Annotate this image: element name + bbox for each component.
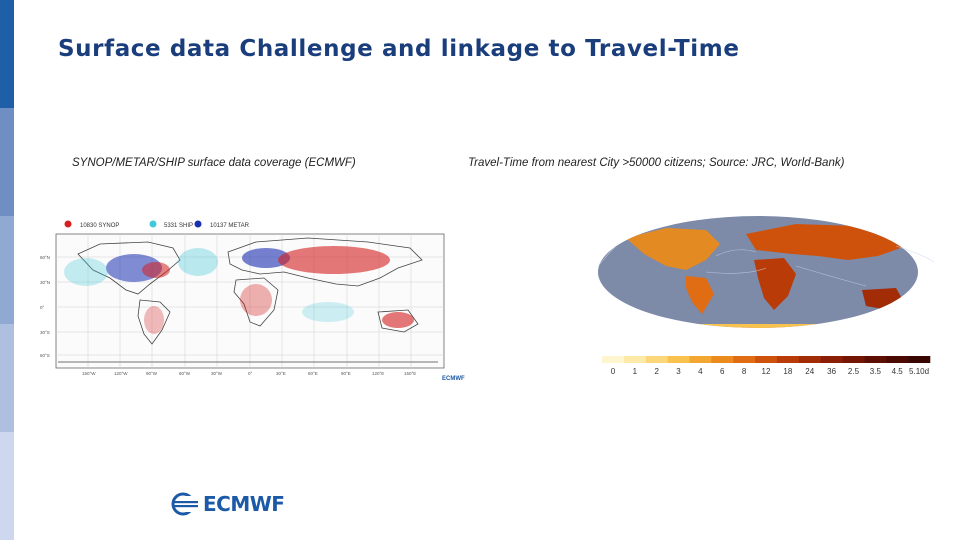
- continent-outlines: [58, 237, 438, 363]
- synop-cluster-africa: [240, 284, 272, 316]
- left-figure-caption: SYNOP/METAR/SHIP surface data coverage (…: [72, 157, 356, 169]
- legend-synop-marker: [64, 220, 72, 228]
- scale-swatch: [864, 356, 887, 363]
- scale-swatch: [667, 356, 690, 363]
- observation-density: [64, 246, 414, 334]
- synop-cluster-south-america: [144, 306, 164, 334]
- scale-label: 24: [805, 367, 814, 376]
- scale-swatch: [711, 356, 734, 363]
- lon-label: 90°E: [341, 371, 351, 376]
- scale-swatch: [755, 356, 778, 363]
- scale-label: 18: [783, 367, 792, 376]
- scale-swatch: [886, 356, 909, 363]
- lon-label: 30°E: [276, 371, 286, 376]
- lon-label: 0°: [248, 371, 253, 376]
- scale-swatch: [842, 356, 865, 363]
- ecmwf-logo-text: ECMWF: [203, 492, 285, 516]
- scale-label: 12: [762, 367, 771, 376]
- lon-label: 90°W: [146, 371, 158, 376]
- map-axis-labels: 60°N 30°N 0° 30°S 60°S 150°W 120°W 90°W …: [40, 255, 416, 376]
- scale-label: 6: [720, 367, 725, 376]
- lat-label: 60°S: [40, 353, 50, 358]
- right-figure-caption: Travel-Time from nearest City >50000 cit…: [468, 157, 845, 169]
- lat-label: 30°N: [40, 280, 50, 285]
- scale-swatch: [798, 356, 821, 363]
- observation-coverage-map: 10830 SYNOP 5331 SHIP 10137 METAR: [40, 220, 465, 382]
- scale-label: 8: [742, 367, 747, 376]
- lon-label: 30°W: [211, 371, 223, 376]
- synop-cluster-asia: [278, 246, 390, 274]
- route-atlantic: [715, 249, 757, 257]
- route-south-atlantic: [705, 267, 767, 274]
- route-indian: [795, 265, 867, 287]
- scale-swatch: [623, 356, 647, 363]
- scale-swatch: [820, 356, 843, 363]
- lat-label: 0°: [40, 305, 45, 310]
- scale-label: 4.5: [892, 367, 904, 376]
- ecmwf-logo: ECMWF: [170, 492, 285, 516]
- land-eurasia: [746, 224, 906, 260]
- travel-time-color-scale: [602, 356, 931, 363]
- legend-metar-label: 10137 METAR: [210, 223, 250, 229]
- legend-synop-label: 10830 SYNOP: [80, 223, 119, 229]
- legend-ship-label: 5331 SHIP: [164, 223, 193, 229]
- scale-label: 0: [611, 367, 616, 376]
- lon-label: 150°E: [404, 371, 416, 376]
- side-accent-strip: [0, 0, 14, 540]
- lon-label: 120°E: [372, 371, 384, 376]
- north-america-outline: [77, 241, 181, 295]
- route-pacific-west: [599, 245, 617, 265]
- africa-outline: [233, 277, 279, 327]
- land-africa: [754, 258, 796, 310]
- map-ecmwf-badge: ECMWF: [442, 376, 465, 382]
- eurasia-outline: [227, 237, 423, 287]
- legend-ship-marker: [149, 220, 157, 228]
- lon-label: 60°E: [308, 371, 318, 376]
- slide-title: Surface data Challenge and linkage to Tr…: [58, 36, 740, 62]
- scale-label: 2: [654, 367, 659, 376]
- scale-label: 36: [827, 367, 836, 376]
- lat-label: 30°S: [40, 330, 50, 335]
- scale-label: 2.5: [848, 367, 860, 376]
- land-south-america: [686, 276, 714, 314]
- ship-cluster-atlantic: [178, 248, 218, 276]
- scale-swatch: [776, 356, 800, 363]
- ship-cluster-indian: [302, 302, 354, 322]
- synop-cluster-north-america: [142, 262, 170, 278]
- land-north-america: [626, 228, 720, 270]
- ship-cluster-pacific: [64, 258, 108, 286]
- scale-label: 3.5: [870, 367, 882, 376]
- metar-cluster-europe: [242, 248, 290, 268]
- legend-metar-marker: [194, 220, 202, 228]
- travel-time-map: 0 1 2 3 4 6 8 12 18 24 36 2.5 3.5 4.5 5.10d: [598, 216, 935, 376]
- scale-swatch: [733, 356, 756, 363]
- route-pacific: [895, 245, 935, 263]
- scale-label: 3: [676, 367, 681, 376]
- lat-label: 60°N: [40, 255, 50, 260]
- scale-label: 4: [698, 367, 703, 376]
- scale-swatch: [645, 356, 668, 363]
- ecmwf-globe-icon: [171, 492, 200, 516]
- lon-label: 60°W: [179, 371, 191, 376]
- synop-cluster-australia: [382, 312, 414, 328]
- australia-outline: [377, 309, 419, 333]
- map-legend: 10830 SYNOP 5331 SHIP 10137 METAR: [64, 220, 250, 229]
- scale-label: 1: [633, 367, 638, 376]
- land-antarctica: [598, 324, 918, 328]
- scale-swatch: [689, 356, 712, 363]
- south-america-outline: [137, 299, 171, 345]
- scale-swatch: [602, 356, 625, 363]
- travel-time-scale-labels: 0 1 2 3 4 6 8 12 18 24 36 2.5 3.5 4.5 5.10d: [611, 367, 929, 376]
- lon-label: 150°W: [82, 371, 96, 376]
- scale-swatch: [908, 356, 931, 363]
- shipping-routes: [599, 245, 935, 287]
- scale-label: 5.10d: [909, 367, 929, 376]
- lon-label: 120°W: [114, 371, 128, 376]
